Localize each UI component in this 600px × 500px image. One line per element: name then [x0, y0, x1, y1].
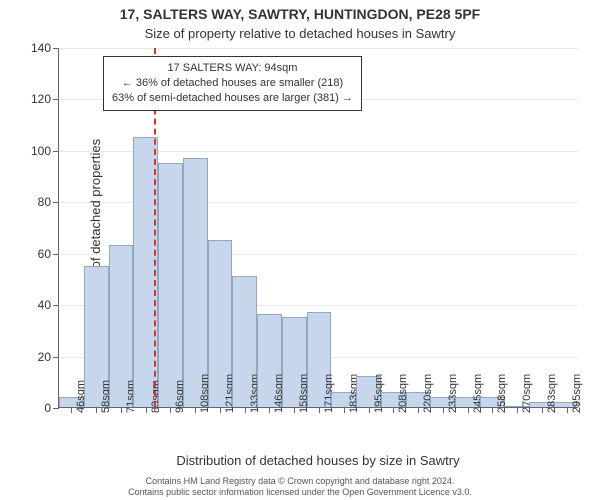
y-tick-label: 20 — [38, 350, 59, 364]
y-tick-label: 40 — [38, 298, 59, 312]
x-tick — [170, 407, 171, 413]
x-tick — [319, 407, 320, 413]
x-tick — [220, 407, 221, 413]
x-tick — [567, 407, 568, 413]
x-tick — [245, 407, 246, 413]
x-tick — [369, 407, 370, 413]
x-tick-label: 270sqm — [521, 374, 533, 413]
y-tick-label: 80 — [38, 195, 59, 209]
x-tick-label: 295sqm — [571, 374, 583, 413]
y-tick-label: 120 — [31, 92, 59, 106]
y-tick-label: 140 — [31, 41, 59, 55]
x-tick-label: 258sqm — [496, 374, 508, 413]
annotation-box: 17 SALTERS WAY: 94sqm← 36% of detached h… — [103, 56, 362, 111]
x-tick-label: 233sqm — [447, 374, 459, 413]
x-tick — [269, 407, 270, 413]
x-tick — [121, 407, 122, 413]
grid-line — [59, 48, 578, 49]
annotation-line: 63% of semi-detached houses are larger (… — [112, 91, 353, 106]
x-tick-label: 220sqm — [422, 374, 434, 413]
x-tick — [195, 407, 196, 413]
footer-credits: Contains HM Land Registry data © Crown c… — [0, 476, 600, 498]
footer-line-2: Contains public sector information licen… — [0, 487, 600, 498]
x-tick — [96, 407, 97, 413]
x-tick — [393, 407, 394, 413]
chart-subtitle: Size of property relative to detached ho… — [0, 26, 600, 41]
y-tick-label: 100 — [31, 144, 59, 158]
x-tick-label: 283sqm — [546, 374, 558, 413]
histogram-bar — [183, 158, 208, 407]
x-tick — [294, 407, 295, 413]
y-tick-label: 0 — [44, 401, 59, 415]
x-tick — [344, 407, 345, 413]
footer-line-1: Contains HM Land Registry data © Crown c… — [0, 476, 600, 487]
x-tick — [443, 407, 444, 413]
x-tick — [492, 407, 493, 413]
annotation-line: ← 36% of detached houses are smaller (21… — [112, 76, 353, 91]
x-tick — [517, 407, 518, 413]
chart-container: 17, SALTERS WAY, SAWTRY, HUNTINGDON, PE2… — [0, 0, 600, 500]
x-tick — [468, 407, 469, 413]
plot-area: 02040608010012014046sqm58sqm71sqm83sqm96… — [58, 48, 578, 408]
x-tick — [542, 407, 543, 413]
annotation-line: 17 SALTERS WAY: 94sqm — [112, 61, 353, 76]
x-tick — [146, 407, 147, 413]
x-tick-label: 245sqm — [472, 374, 484, 413]
x-axis-label: Distribution of detached houses by size … — [58, 453, 578, 468]
histogram-bar — [158, 163, 183, 407]
chart-title: 17, SALTERS WAY, SAWTRY, HUNTINGDON, PE2… — [0, 6, 600, 22]
x-tick — [71, 407, 72, 413]
x-tick — [418, 407, 419, 413]
y-tick-label: 60 — [38, 247, 59, 261]
